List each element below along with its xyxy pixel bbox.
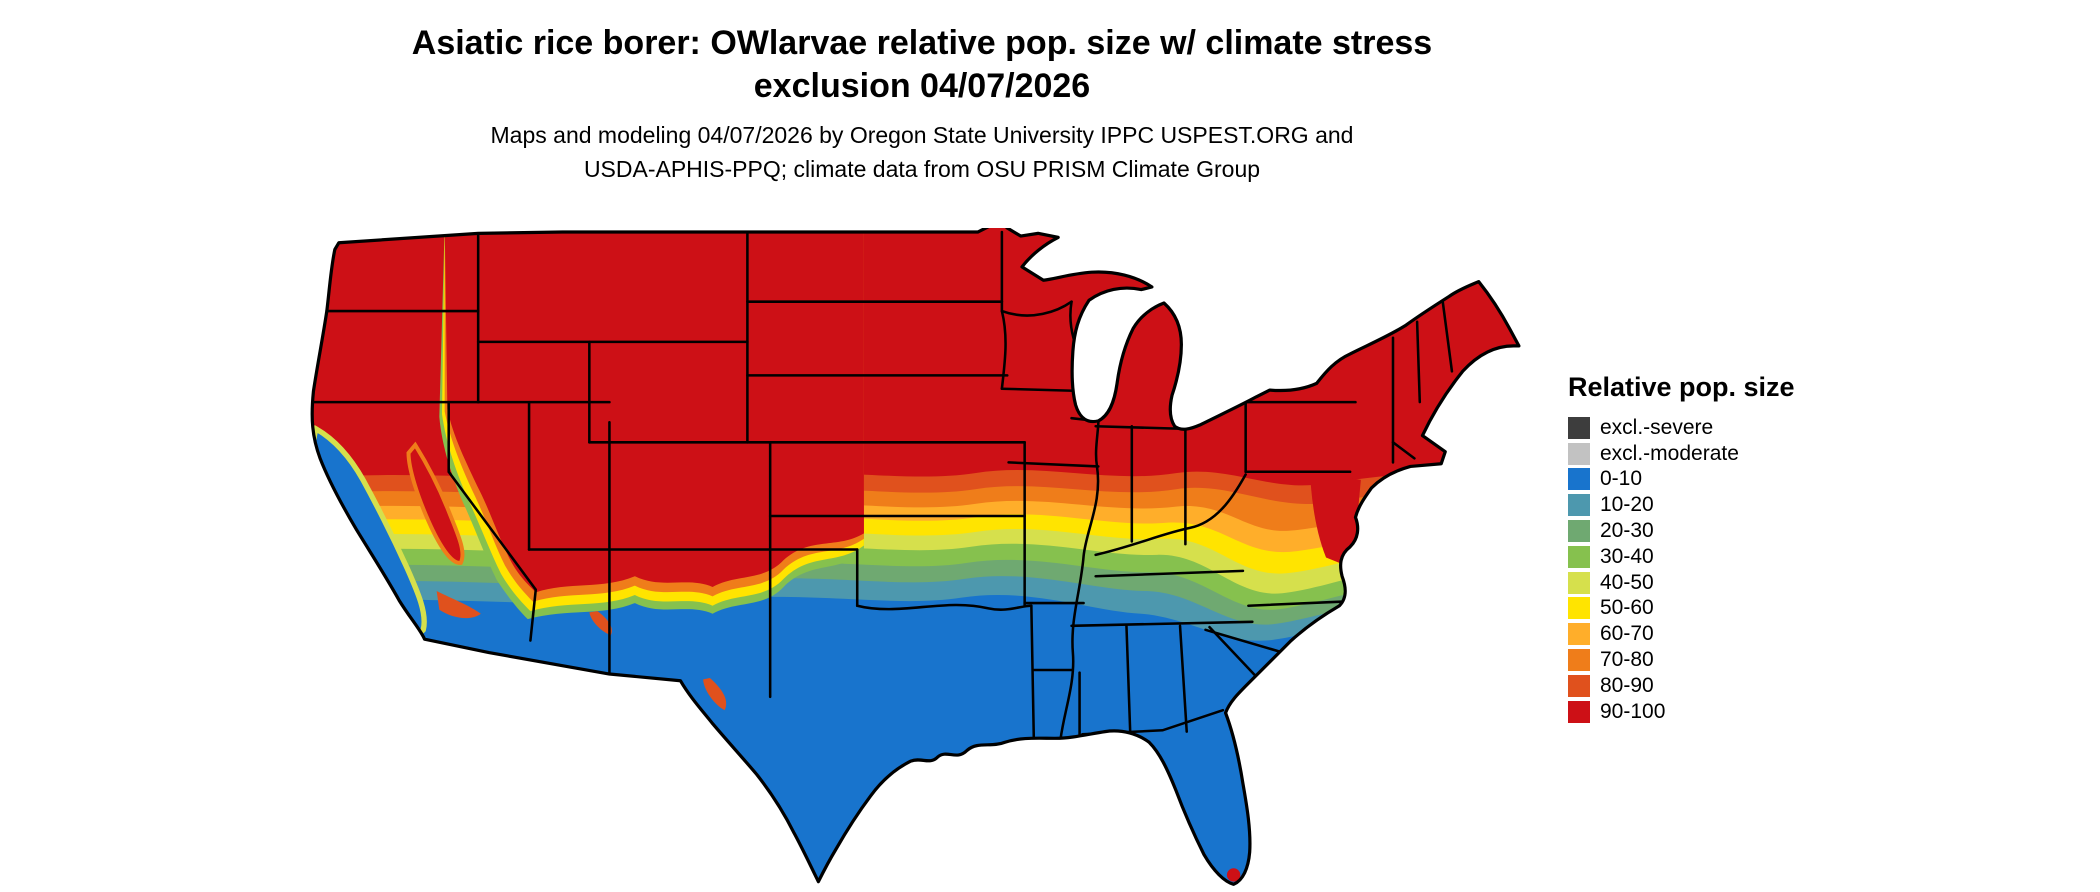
legend-swatch <box>1568 545 1590 568</box>
map-subtitle-line1: Maps and modeling 04/07/2026 by Oregon S… <box>490 122 1354 148</box>
legend-swatch <box>1568 674 1590 697</box>
legend-swatch <box>1568 468 1590 491</box>
legend-swatch <box>1568 649 1590 672</box>
map-subtitle-line2: USDA-APHIS-PPQ; climate data from OSU PR… <box>583 156 1261 182</box>
map-band-0-10 <box>312 595 1519 885</box>
state-borders <box>312 230 1454 752</box>
map-legend: Relative pop. size excl.-severe excl.-mod… <box>1568 372 1898 725</box>
legend-item-label: 40-50 <box>1600 570 1654 594</box>
legend-item-label: 90-100 <box>1600 699 1666 723</box>
legend-item: 30-40 <box>1568 544 1898 570</box>
legend-item: 0-10 <box>1568 467 1898 493</box>
legend-swatch <box>1568 442 1590 465</box>
chesapeake-red-patch <box>1309 471 1361 569</box>
legend-item: 60-70 <box>1568 621 1898 647</box>
legend-item: 70-80 <box>1568 647 1898 673</box>
map-fill-layers <box>312 228 1519 885</box>
bigbend-mountains-patch <box>703 678 727 711</box>
legend-swatch <box>1568 520 1590 543</box>
legend-item: excl.-moderate <box>1568 441 1898 467</box>
legend-item-label: 10-20 <box>1600 493 1654 517</box>
legend-item: excl.-severe <box>1568 415 1898 441</box>
map-subtitle: Maps and modeling 04/07/2026 by Oregon S… <box>0 118 1844 186</box>
map-svg <box>310 228 1521 886</box>
legend-item: 50-60 <box>1568 596 1898 622</box>
legend-item: 10-20 <box>1568 492 1898 518</box>
legend-item-label: 30-40 <box>1600 544 1654 568</box>
map-title: Asiatic rice borer: OWlarvae relative po… <box>0 22 1844 108</box>
legend-swatch <box>1568 494 1590 517</box>
us-population-map <box>308 228 1527 887</box>
legend-item: 80-90 <box>1568 673 1898 699</box>
map-title-line2: exclusion 04/07/2026 <box>753 67 1091 105</box>
legend-title: Relative pop. size <box>1568 372 1795 402</box>
legend-item-label: 70-80 <box>1600 648 1654 672</box>
legend-item-label: 0-10 <box>1600 467 1643 491</box>
legend-swatch <box>1568 416 1590 439</box>
map-title-line1: Asiatic rice borer: OWlarvae relative po… <box>411 24 1433 62</box>
legend-item-label: excl.-severe <box>1600 415 1714 439</box>
legend-swatch <box>1568 700 1590 723</box>
rockies-red-core <box>444 228 864 593</box>
legend-swatch <box>1568 623 1590 646</box>
legend-item-label: 50-60 <box>1600 596 1654 620</box>
legend-swatch <box>1568 597 1590 620</box>
legend-items: excl.-severe excl.-moderate 0-10 10-20 20-30… <box>1568 415 1898 725</box>
legend-item-label: excl.-moderate <box>1600 441 1739 465</box>
socal-mountains-patch <box>436 590 481 619</box>
legend-item: 40-50 <box>1568 570 1898 596</box>
legend-item: 90-100 <box>1568 699 1898 725</box>
legend-item-label: 60-70 <box>1600 622 1654 646</box>
legend-item: 20-30 <box>1568 518 1898 544</box>
legend-item-label: 20-30 <box>1600 519 1654 543</box>
us-outline <box>310 228 1521 886</box>
legend-item-label: 80-90 <box>1600 673 1654 697</box>
florida-tip-patch <box>1226 868 1241 882</box>
legend-swatch <box>1568 571 1590 594</box>
sierra-nevada-patch <box>406 441 465 565</box>
arizona-mountains-patch <box>589 611 612 636</box>
